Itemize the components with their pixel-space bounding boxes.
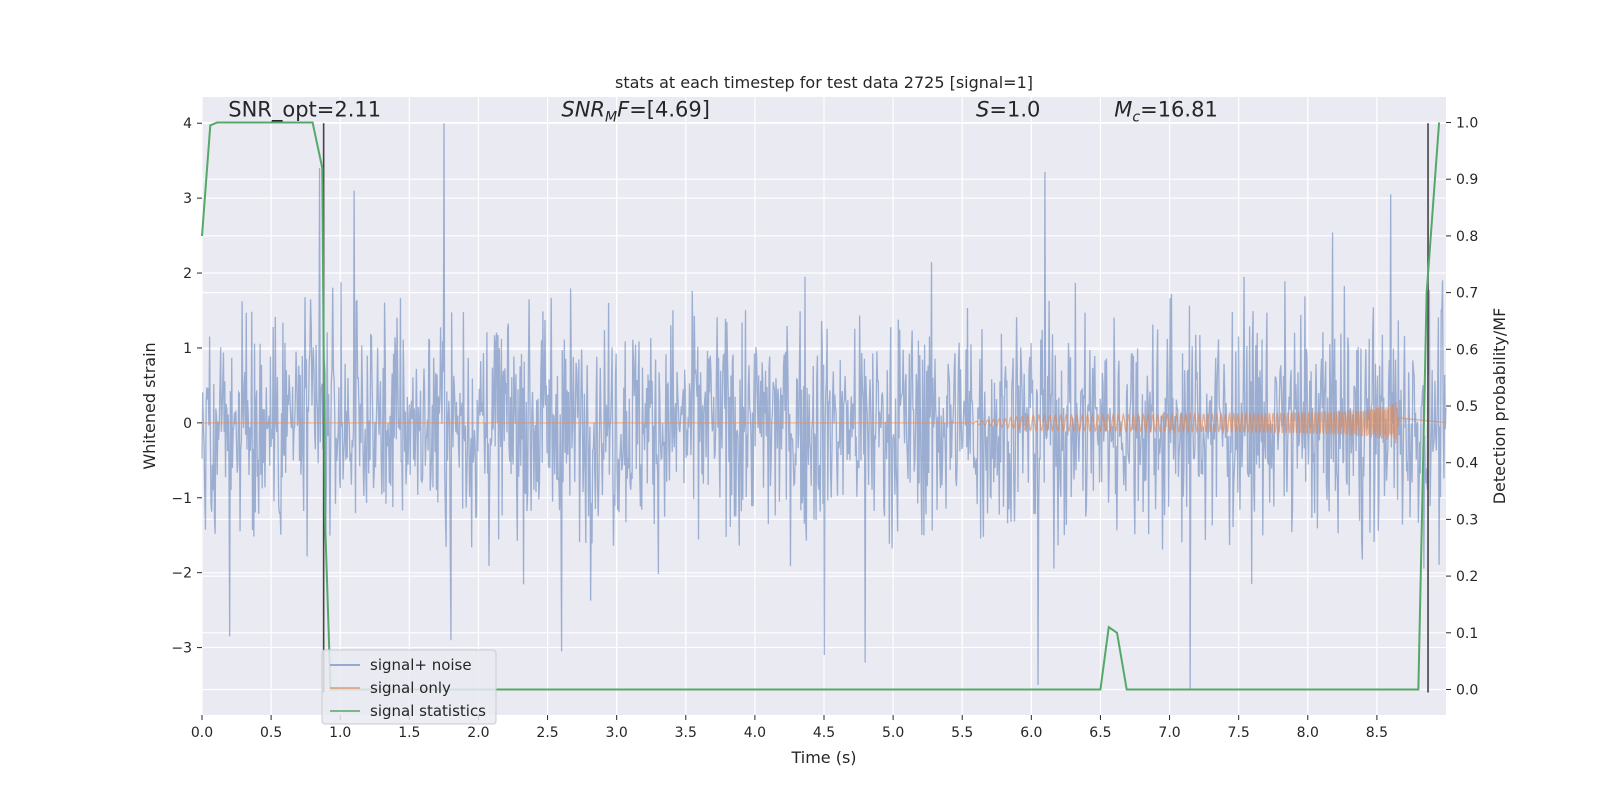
y2-tick-label: 1.0 [1456,116,1478,132]
y2-tick-label: 0.6 [1456,342,1478,358]
x-axis-ticks: 0.0 0.5 1.0 1.5 2.0 2.5 3.0 3.5 4.0 4.5 5.0 5.5 6.0 6… [191,715,1388,741]
y-tick-label: −1 [171,491,192,507]
y-tick-label: 4 [183,116,192,132]
y-axis-ticks: −3 −2 −1 0 1 2 3 4 [171,116,202,657]
y2-tick-label: 0.1 [1456,626,1478,642]
y2-tick-label: 0.8 [1456,229,1478,245]
y-tick-label: 2 [183,266,192,282]
x-tick-label: 6.5 [1089,725,1111,741]
annotation-s: S=1.0 [976,98,1040,122]
y2-axis-ticks: 0.0 0.1 0.2 0.3 0.4 0.5 0.6 0.7 0.8 0.9 1.0 [1446,116,1478,698]
signal-only-line [202,401,1447,444]
y2-tick-label: 0.4 [1456,456,1478,472]
signal-noise-series [201,123,1447,689]
x-tick-label: 7.0 [1158,725,1180,741]
x-tick-label: 4.0 [744,725,766,741]
legend-box [321,649,497,725]
x-tick-label: 0.0 [191,725,213,741]
x-tick-label: 7.5 [1228,725,1250,741]
y-tick-label: 1 [183,341,192,357]
x-tick-label: 2.5 [536,725,558,741]
signal-only-series [202,401,1447,444]
x-axis-label: Time (s) [790,748,856,767]
x-tick-label: 3.5 [675,725,697,741]
y2-tick-label: 0.2 [1456,569,1478,585]
x-tick-label: 5.0 [882,725,904,741]
x-tick-label: 5.5 [951,725,973,741]
x-tick-label: 4.5 [813,725,835,741]
x-tick-label: 2.0 [467,725,489,741]
y2-axis-label: Detection probability/MF [1490,308,1509,505]
x-tick-label: 3.0 [606,725,628,741]
y-tick-label: 3 [183,191,192,207]
legend-label-signal-only: signal only [370,679,451,697]
signal-statistics-line [201,121,1441,691]
y-tick-label: −3 [171,641,192,657]
x-tick-label: 1.0 [329,725,351,741]
annotation-snr-opt: SNR_opt=2.11 [228,98,381,123]
x-tick-label: 6.0 [1020,725,1042,741]
chart-title: stats at each timestep for test data 272… [615,73,1033,92]
y-tick-label: −2 [171,566,192,582]
y2-tick-label: 0.7 [1456,286,1478,302]
x-tick-label: 8.0 [1297,725,1319,741]
y2-tick-label: 0.3 [1456,512,1478,528]
annotation-snr-mf: SNRMF=[4.69] [561,98,710,126]
y-axis-label: Whitened strain [140,342,159,469]
x-tick-label: 0.5 [260,725,282,741]
annotation-mc: Mc=16.81 [1114,98,1218,126]
y2-tick-label: 0.9 [1456,172,1478,188]
y2-tick-label: 0.5 [1456,399,1478,415]
y-tick-label: 0 [183,416,192,432]
y2-tick-label: 0.0 [1456,682,1478,698]
legend: signal+ noise signal only signal statist… [321,649,497,725]
signal-noise-line [201,123,1447,689]
legend-label-signal-statistics: signal statistics [370,702,486,720]
x-tick-label: 1.5 [398,725,420,741]
legend-label-signal-noise: signal+ noise [370,656,472,674]
signal-statistics-series [201,121,1441,691]
x-tick-label: 8.5 [1366,725,1388,741]
